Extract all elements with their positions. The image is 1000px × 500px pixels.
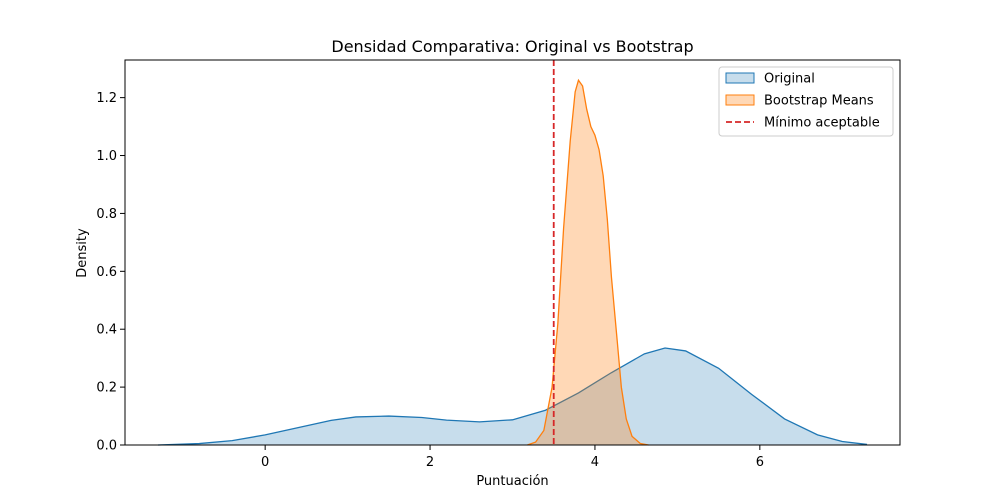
legend-label: Bootstrap Means	[764, 94, 874, 109]
x-tick-label: 6	[756, 455, 764, 470]
series-line-bootstrap-means	[527, 78, 649, 446]
plot-area: 0 2 4 6 0.0 0.2 0.4 0.6 0.8 1.0 1.2	[96, 59, 901, 470]
series-area-original	[157, 348, 868, 445]
legend-swatch	[725, 94, 755, 106]
legend: Original Bootstrap Means Mínimo aceptable	[718, 66, 894, 137]
y-tick-label: 0.6	[96, 265, 117, 280]
y-tick-label: 1.2	[96, 91, 117, 106]
chart-title: Densidad Comparativa: Original vs Bootst…	[331, 37, 693, 56]
x-tick-label: 0	[261, 455, 269, 470]
x-axis-label: Puntuación	[476, 474, 548, 489]
plot-frame	[124, 59, 901, 446]
series-layer	[157, 78, 868, 446]
y-tick-label: 1.0	[96, 149, 117, 164]
x-axis-ticks: 0 2 4 6	[261, 445, 764, 470]
y-tick-label: 0.0	[96, 439, 117, 454]
y-tick-label: 0.2	[96, 381, 117, 396]
legend-box	[718, 66, 894, 137]
legend-label: Mínimo aceptable	[764, 116, 880, 131]
legend-swatch	[725, 72, 755, 84]
x-tick-label: 4	[591, 455, 599, 470]
y-tick-label: 0.8	[96, 207, 117, 222]
y-tick-label: 0.4	[96, 323, 117, 338]
x-tick-label: 2	[426, 455, 434, 470]
y-axis-label: Density	[75, 228, 90, 278]
legend-label: Original	[764, 72, 815, 87]
series-line-original	[157, 347, 868, 446]
y-axis-ticks: 0.0 0.2 0.4 0.6 0.8 1.0 1.2	[96, 91, 125, 454]
